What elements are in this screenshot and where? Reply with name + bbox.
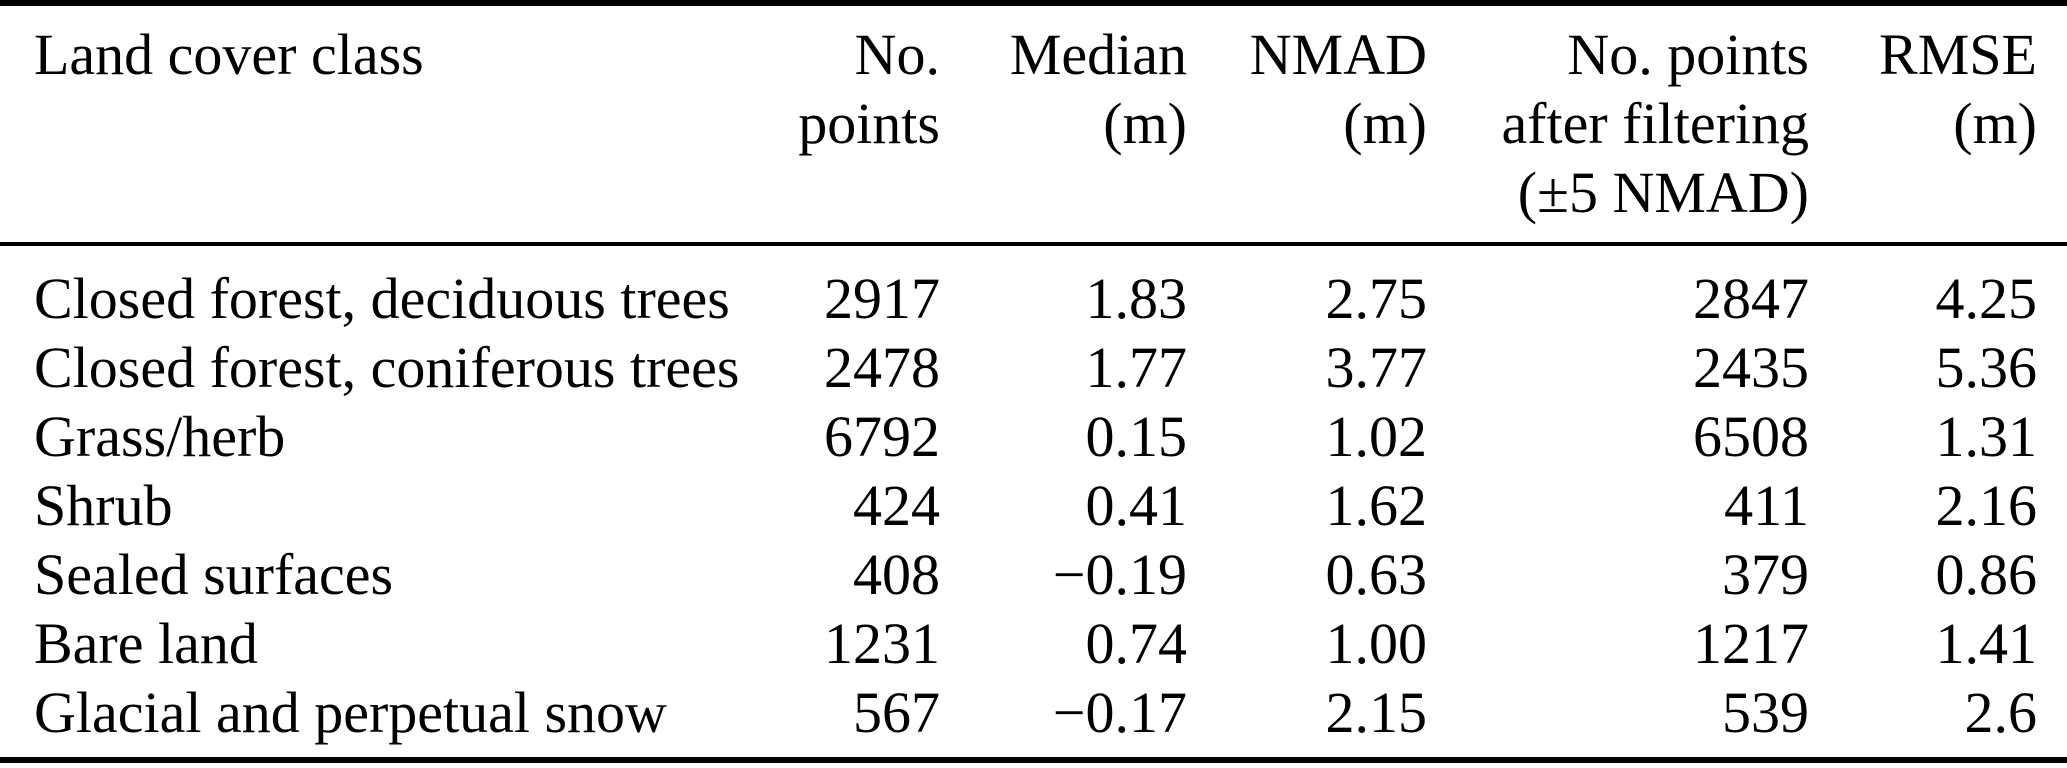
cell-nmad: 2.75 — [1325, 266, 1428, 331]
cell-no-points: 6792 — [824, 404, 940, 469]
table-row: Shrub 424 0.41 1.62 411 2.16 — [0, 471, 2067, 540]
header-line: after filtering — [1501, 91, 1809, 156]
header-row: Land cover class No. points Median (m) N… — [0, 3, 2067, 244]
cell-rmse: 1.41 — [1935, 611, 2038, 676]
cell-no-points: 408 — [853, 542, 940, 607]
cell-nmad: 1.62 — [1325, 473, 1428, 538]
cell-rmse: 4.25 — [1935, 266, 2038, 331]
cell-median: 0.41 — [1085, 473, 1188, 538]
cell-nmad: 2.15 — [1325, 680, 1428, 745]
table-row: Grass/herb 6792 0.15 1.02 6508 1.31 — [0, 402, 2067, 471]
cell-median: 1.77 — [1085, 335, 1188, 400]
cell-no-points: 2478 — [824, 335, 940, 400]
cell-median: 0.15 — [1085, 404, 1188, 469]
header-line: points — [798, 91, 940, 156]
cell-median: 0.74 — [1085, 611, 1188, 676]
table-header: Land cover class No. points Median (m) N… — [0, 3, 2067, 244]
cell-nmad: 0.63 — [1325, 542, 1428, 607]
header-line: (m) — [1103, 91, 1187, 156]
cell-land-cover-class: Grass/herb — [34, 404, 286, 469]
table-row: Glacial and perpetual snow 567 −0.17 2.1… — [0, 678, 2067, 760]
cell-no-points-after-filtering: 1217 — [1693, 611, 1809, 676]
cell-no-points-after-filtering: 379 — [1722, 542, 1809, 607]
header-median-m: Median (m) — [940, 3, 1187, 244]
cell-no-points-after-filtering: 6508 — [1693, 404, 1809, 469]
cell-no-points-after-filtering: 2435 — [1693, 335, 1809, 400]
cell-no-points-after-filtering: 539 — [1722, 680, 1809, 745]
cell-land-cover-class: Closed forest, coniferous trees — [34, 335, 740, 400]
header-no-points: No. points — [760, 3, 940, 244]
cell-land-cover-class: Sealed surfaces — [34, 542, 394, 607]
header-line: Land cover class — [34, 22, 424, 87]
cell-no-points: 1231 — [824, 611, 940, 676]
cell-no-points-after-filtering: 2847 — [1693, 266, 1809, 331]
table-row: Closed forest, coniferous trees 2478 1.7… — [0, 333, 2067, 402]
cell-no-points: 2917 — [824, 266, 940, 331]
cell-land-cover-class: Bare land — [34, 611, 258, 676]
header-line: (±5 NMAD) — [1517, 160, 1809, 225]
table-row: Sealed surfaces 408 −0.19 0.63 379 0.86 — [0, 540, 2067, 609]
table-row: Closed forest, deciduous trees 2917 1.83… — [0, 244, 2067, 333]
header-nmad-m: NMAD (m) — [1187, 3, 1427, 244]
cell-rmse: 1.31 — [1935, 404, 2038, 469]
cell-land-cover-class: Closed forest, deciduous trees — [34, 266, 730, 331]
table-body: Closed forest, deciduous trees 2917 1.83… — [0, 244, 2067, 760]
header-land-cover-class: Land cover class — [0, 3, 760, 244]
cell-no-points: 567 — [853, 680, 940, 745]
cell-no-points: 424 — [853, 473, 940, 538]
cell-rmse: 2.16 — [1935, 473, 2038, 538]
cell-land-cover-class: Glacial and perpetual snow — [34, 680, 667, 745]
cell-nmad: 1.02 — [1325, 404, 1428, 469]
header-line: Median — [1009, 22, 1187, 87]
cell-median: 1.83 — [1085, 266, 1188, 331]
header-line: NMAD — [1249, 22, 1427, 87]
cell-land-cover-class: Shrub — [34, 473, 173, 538]
cell-no-points-after-filtering: 411 — [1724, 473, 1809, 538]
cell-nmad: 1.00 — [1325, 611, 1428, 676]
header-line: RMSE — [1879, 22, 2037, 87]
cell-rmse: 5.36 — [1935, 335, 2038, 400]
header-no-points-after-filtering: No. points after filtering (±5 NMAD) — [1427, 3, 1809, 244]
header-line: No. points — [1567, 22, 1809, 87]
header-rmse-m: RMSE (m) — [1809, 3, 2067, 244]
header-line: (m) — [1343, 91, 1427, 156]
cell-nmad: 3.77 — [1325, 335, 1428, 400]
cell-median: −0.17 — [1052, 680, 1187, 745]
cell-rmse: 0.86 — [1935, 542, 2038, 607]
cell-rmse: 2.6 — [1964, 680, 2038, 745]
cell-median: −0.19 — [1052, 542, 1187, 607]
header-line: No. — [854, 22, 940, 87]
table-row: Bare land 1231 0.74 1.00 1217 1.41 — [0, 609, 2067, 678]
header-line: (m) — [1953, 91, 2037, 156]
